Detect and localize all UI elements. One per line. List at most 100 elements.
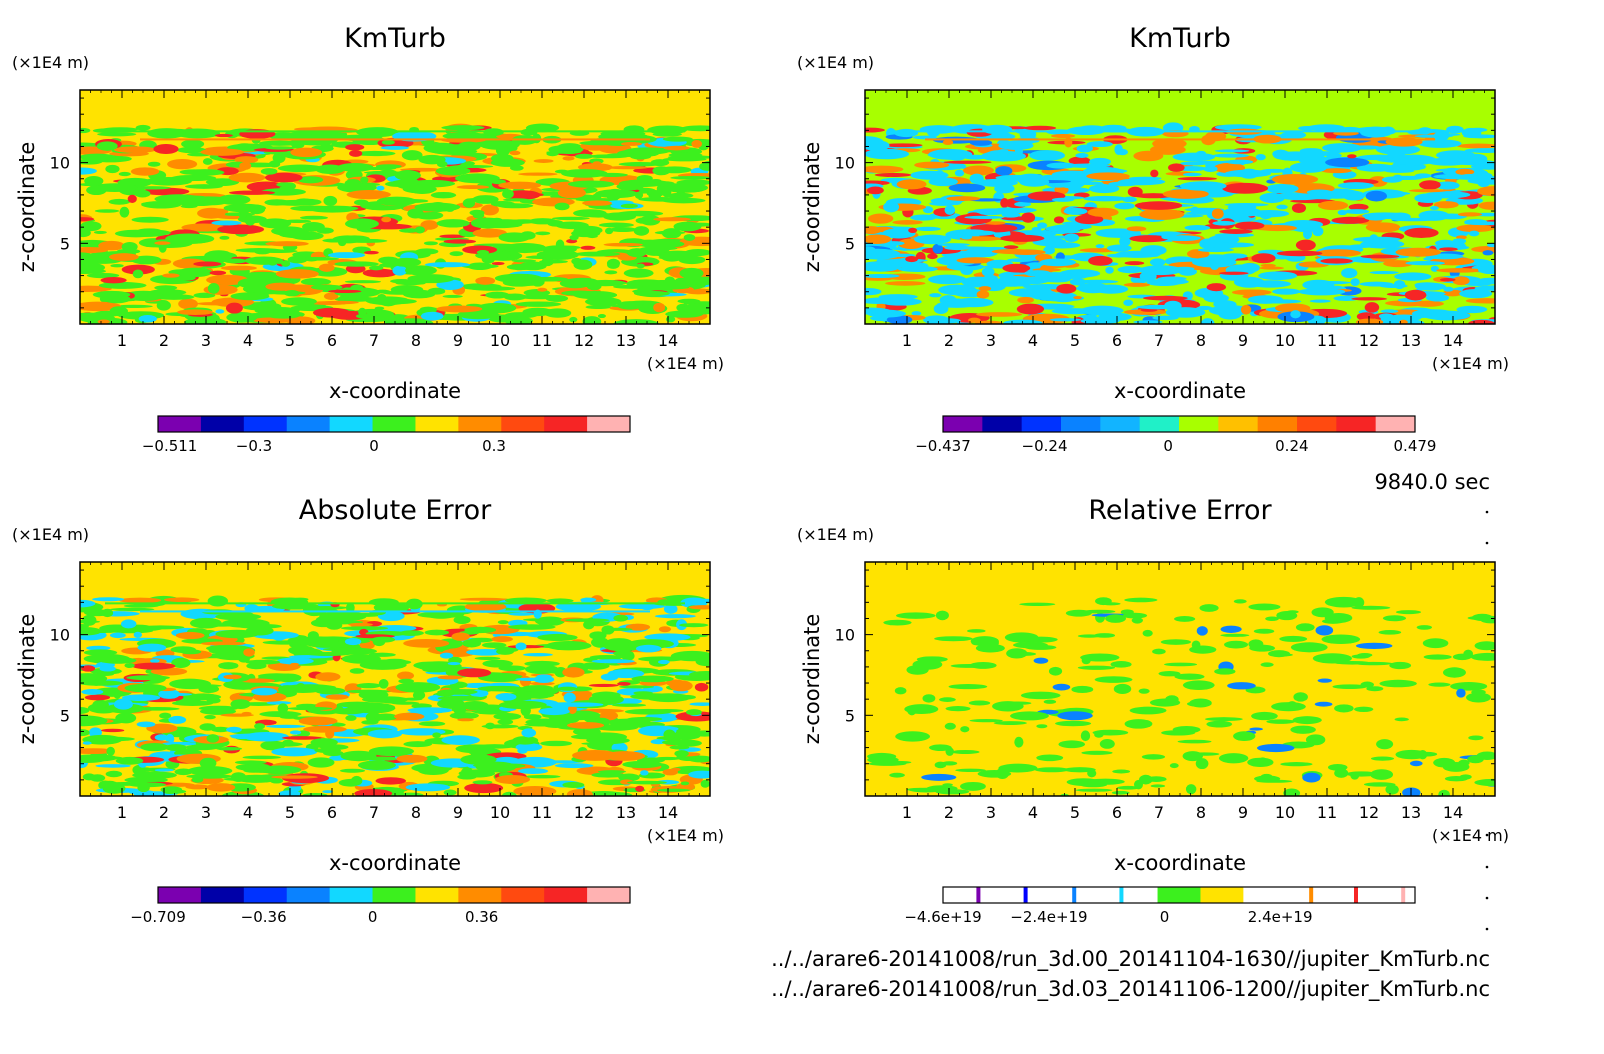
field-1 <box>80 90 710 324</box>
contour-blob <box>243 648 255 657</box>
contour-blob <box>442 132 488 140</box>
contour-blob <box>105 770 123 778</box>
contour-blob <box>305 651 351 657</box>
contour-blob <box>100 277 127 284</box>
contour-blob <box>498 700 547 710</box>
contour-blob <box>80 262 106 274</box>
contour-blob <box>156 300 171 311</box>
colorbar-line-mark <box>1309 887 1314 903</box>
contour-blob <box>1134 193 1173 199</box>
colorbar-line-mark <box>1401 887 1406 903</box>
contour-blob <box>1063 207 1088 215</box>
contour-blob <box>960 781 986 791</box>
contour-blob <box>1088 255 1113 266</box>
contour-blob <box>557 686 578 691</box>
contour-blob <box>1139 208 1185 220</box>
contour-blob <box>165 233 213 244</box>
contour-blob <box>378 678 389 689</box>
contour-blob <box>355 312 397 320</box>
contour-blob <box>675 711 710 722</box>
contour-blob <box>1379 679 1417 688</box>
contour-blob <box>895 612 936 619</box>
contour-blob <box>172 258 207 269</box>
contour-blob <box>1369 270 1399 275</box>
contour-blob <box>346 755 371 761</box>
contour-blob <box>1348 203 1369 211</box>
contour-blob <box>264 172 303 183</box>
contour-blob <box>392 257 422 267</box>
contour-blob <box>508 624 556 630</box>
contour-blob <box>91 183 138 193</box>
contour-blob <box>601 792 633 796</box>
contour-blob <box>573 290 618 300</box>
contour-blob <box>582 200 613 206</box>
x-tick-label: 12 <box>1359 803 1379 822</box>
colorbar-swatch <box>943 887 987 903</box>
contour-blob <box>658 256 698 260</box>
contour-blob <box>80 729 90 737</box>
contour-blob <box>1129 235 1169 243</box>
y-unit-label: (×1E4 m) <box>797 53 874 72</box>
contour-blob <box>1033 657 1049 664</box>
contour-blob <box>490 179 506 185</box>
colorbar-tick-label: 0.479 <box>1394 437 1437 455</box>
contour-blob <box>1312 653 1352 664</box>
contour-blob <box>390 285 424 295</box>
contour-blob <box>515 642 527 651</box>
contour-blob <box>1049 318 1082 322</box>
contour-blob <box>472 195 499 204</box>
marker-dot <box>1485 896 1489 900</box>
contour-blob <box>597 313 606 319</box>
contour-blob <box>1474 285 1495 291</box>
contour-blob <box>999 234 1045 242</box>
contour-blob <box>171 657 191 668</box>
contour-blob <box>226 312 258 323</box>
contour-blob <box>1306 189 1333 195</box>
contour-blob <box>1087 207 1119 217</box>
contour-blob <box>1351 605 1391 610</box>
contour-blob <box>1360 681 1374 688</box>
contour-blob <box>865 136 884 147</box>
contour-blob <box>1317 678 1333 683</box>
contour-blob <box>1477 186 1495 197</box>
contour-blob <box>1337 182 1374 190</box>
contour-blob <box>1085 164 1098 170</box>
contour-blob <box>662 136 693 142</box>
contour-blob <box>94 209 120 213</box>
x-tick-label: 11 <box>532 803 552 822</box>
contour-blob <box>1271 653 1293 657</box>
x-tick-label: 4 <box>243 803 253 822</box>
x-tick-label: 12 <box>574 331 594 350</box>
colorbar-swatch <box>329 416 374 432</box>
contour-blob <box>612 703 647 707</box>
contour-blob <box>689 702 710 706</box>
contour-blob <box>688 605 710 610</box>
contour-blob <box>449 251 464 257</box>
colorbar-swatch <box>1179 416 1219 432</box>
contour-blob <box>1183 172 1202 177</box>
contour-blob <box>1150 784 1166 788</box>
contour-blob <box>401 150 423 161</box>
contour-blob <box>109 306 128 317</box>
contour-blob <box>656 788 691 792</box>
contour-blob <box>80 221 102 232</box>
contour-blob <box>927 253 938 260</box>
contour-blob <box>181 139 205 149</box>
contour-blob <box>281 297 317 306</box>
contour-blob <box>663 604 678 614</box>
x-unit-label: (×1E4 m) <box>1432 826 1509 845</box>
contour-blob <box>105 164 120 174</box>
x-tick-label: 14 <box>1443 803 1463 822</box>
contour-blob <box>84 694 111 701</box>
contour-blob <box>1375 144 1421 155</box>
contour-blob <box>316 227 334 234</box>
contour-blob <box>978 286 992 292</box>
x-tick-label: 7 <box>369 331 379 350</box>
contour-blob <box>423 241 438 246</box>
contour-blob <box>242 755 281 760</box>
contour-blob <box>1187 700 1212 707</box>
contour-blob <box>427 287 446 295</box>
contour-blob <box>575 198 619 202</box>
x-axis-label: x-coordinate <box>329 379 461 403</box>
contour-blob <box>1364 214 1388 221</box>
